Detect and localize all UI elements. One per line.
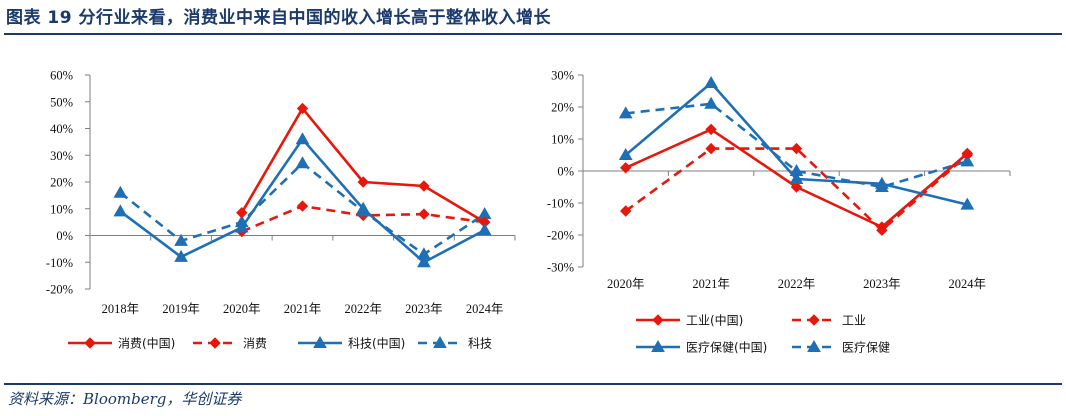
right-series-2	[618, 75, 975, 210]
left-data-point	[295, 156, 310, 169]
right-legend-label: 工业	[842, 314, 866, 328]
left-legend-item: 消费	[193, 337, 267, 351]
right-data-point	[704, 96, 718, 109]
right-legend-marker	[808, 314, 820, 326]
right-legend-item: 医疗保健(中国)	[636, 340, 767, 355]
left-x-tick-label: 2021年	[284, 302, 322, 316]
left-legend-label: 科技	[468, 337, 492, 351]
left-legend-marker	[433, 335, 447, 348]
left-y-tick-label: 30%	[50, 149, 73, 163]
left-y-tick-label: -10%	[46, 256, 73, 270]
right-y-tick-label: 10%	[551, 133, 574, 147]
left-x-tick-label: 2020年	[223, 302, 261, 316]
left-legend-marker	[209, 337, 221, 349]
right-y-tick-label: 20%	[551, 101, 574, 115]
right-legend-item: 医疗保健	[792, 339, 890, 355]
left-data-point	[296, 200, 309, 212]
right-legend-label: 医疗保健(中国)	[686, 340, 767, 355]
right-data-point	[619, 205, 632, 217]
left-y-tick-label: 40%	[50, 122, 73, 136]
left-series-0	[236, 102, 491, 228]
left-legend-item: 科技(中国)	[298, 336, 405, 351]
right-data-point	[705, 142, 717, 155]
right-data-point	[618, 147, 633, 160]
left-y-tick-label: 60%	[50, 69, 73, 83]
right-data-point	[960, 154, 975, 167]
left-data-point	[295, 132, 310, 145]
left-y-tick-label: 0%	[56, 229, 73, 243]
left-legend-marker	[84, 337, 96, 349]
title-rule	[4, 33, 1062, 35]
right-data-point	[790, 142, 803, 155]
right-data-point	[960, 197, 975, 210]
left-data-point	[236, 207, 248, 219]
right-legend-marker	[652, 314, 664, 326]
right-x-tick-label: 2020年	[607, 277, 645, 291]
left-data-point	[357, 176, 369, 188]
right-data-point	[619, 162, 632, 174]
left-legend-item: 消费(中国)	[68, 336, 175, 351]
right-data-point	[961, 147, 974, 160]
left-series-2	[113, 132, 492, 268]
left-legend-label: 消费(中国)	[118, 336, 175, 351]
left-y-tick-label: 20%	[50, 176, 73, 190]
left-data-point	[418, 180, 430, 192]
right-data-point	[790, 181, 803, 193]
right-legend-label: 医疗保健	[842, 341, 890, 355]
left-data-point	[477, 223, 492, 236]
left-legend-label: 消费	[243, 337, 267, 351]
right-x-tick-label: 2022年	[778, 277, 816, 291]
left-data-point	[113, 204, 128, 217]
chart-consumer-tech: -20% -10% 0% 10% 20% 30% 40% 50% 60% 2018年 2019年 20…	[46, 69, 516, 351]
right-legend-label: 工业(中国)	[686, 313, 743, 328]
left-data-point	[113, 185, 128, 198]
left-data-point	[174, 233, 188, 246]
left-x-tick-label: 2022年	[344, 302, 382, 316]
left-y-tick-label: -20%	[46, 283, 73, 297]
left-x-tick-label: 2024年	[466, 302, 504, 316]
right-y-tick-label: 0%	[557, 165, 574, 179]
left-data-point	[174, 249, 188, 262]
right-x-tick-label: 2021年	[692, 277, 730, 291]
left-x-tick-label: 2018年	[102, 302, 140, 316]
right-y-tick-label: -30%	[547, 261, 574, 275]
right-data-point	[704, 75, 718, 88]
right-y-tick-label: 30%	[551, 69, 574, 83]
right-series-0	[619, 123, 974, 233]
source-rule	[4, 383, 1062, 385]
left-legend-label: 科技(中国)	[348, 336, 405, 351]
left-legend-item: 科技	[418, 335, 492, 351]
left-y-tick-label: 10%	[50, 202, 73, 216]
left-x-tick-label: 2023年	[405, 302, 443, 316]
chart-industrial-healthcare: -30% -20% -10% 0% 10% 20% 30% 2020年 2021年 2022年 20…	[547, 69, 1011, 355]
right-legend-marker	[651, 339, 665, 352]
left-y-tick-label: 50%	[50, 95, 73, 109]
left-data-point	[417, 255, 431, 268]
left-data-point	[234, 220, 249, 233]
left-data-point	[418, 208, 430, 220]
right-legend-item: 工业(中国)	[636, 313, 743, 328]
right-series-line	[624, 147, 969, 232]
right-x-tick-label: 2024年	[949, 277, 987, 291]
right-data-point	[789, 171, 804, 184]
right-y-tick-label: -20%	[547, 229, 574, 243]
right-data-point	[875, 176, 889, 189]
right-x-tick-label: 2023年	[863, 277, 901, 291]
left-data-point	[296, 102, 309, 115]
figure-title: 图表 19 分行业来看，消费业中来自中国的收入增长高于整体收入增长	[6, 8, 551, 28]
left-x-tick-label: 2019年	[162, 302, 200, 316]
right-legend-item: 工业	[792, 314, 866, 328]
source-note: 资料来源：Bloomberg，华创证券	[8, 390, 242, 408]
right-data-point	[705, 123, 717, 136]
left-data-point	[356, 201, 371, 214]
left-legend-marker	[313, 335, 327, 348]
right-data-point	[618, 106, 633, 119]
right-data-point	[876, 221, 888, 233]
right-y-tick-label: -10%	[547, 197, 574, 211]
right-legend-marker	[807, 339, 821, 352]
